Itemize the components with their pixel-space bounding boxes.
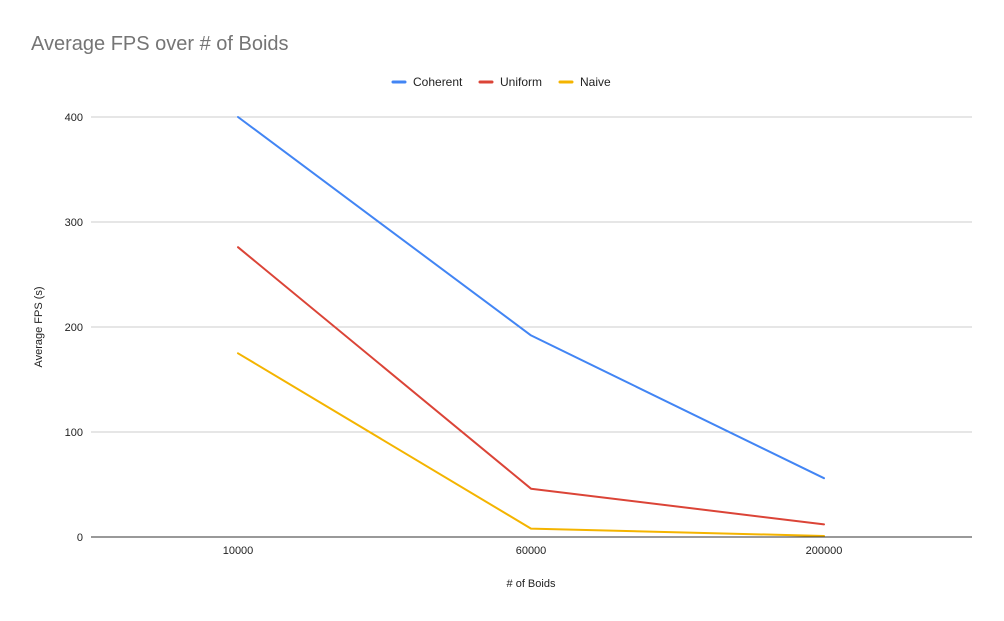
gridlines: [91, 116, 972, 433]
legend: Coherent Uniform Naive: [391, 75, 611, 89]
series-line-uniform: [237, 246, 825, 526]
x-tick-label: 10000: [223, 545, 254, 557]
y-tick-label: 200: [65, 322, 83, 334]
legend-label-naive: Naive: [580, 75, 611, 89]
y-tick-label: 100: [65, 427, 83, 439]
y-axis-label: Average FPS (s): [33, 286, 45, 367]
y-tick-label: 400: [65, 112, 83, 124]
x-axis-ticks: 10000 60000 200000: [223, 545, 843, 557]
series-lines: [237, 116, 825, 537]
series-line-coherent: [237, 116, 825, 480]
series-line-naive: [237, 352, 825, 537]
x-tick-label: 200000: [806, 545, 843, 557]
legend-label-coherent: Coherent: [413, 75, 463, 89]
y-tick-label: 0: [77, 532, 83, 544]
x-axis-label: # of Boids: [507, 578, 556, 590]
chart-title: Average FPS over # of Boids: [31, 33, 289, 55]
x-tick-label: 60000: [516, 545, 547, 557]
legend-label-uniform: Uniform: [500, 75, 542, 89]
y-tick-label: 300: [65, 217, 83, 229]
y-axis-ticks: 0 100 200 300 400: [65, 112, 83, 544]
